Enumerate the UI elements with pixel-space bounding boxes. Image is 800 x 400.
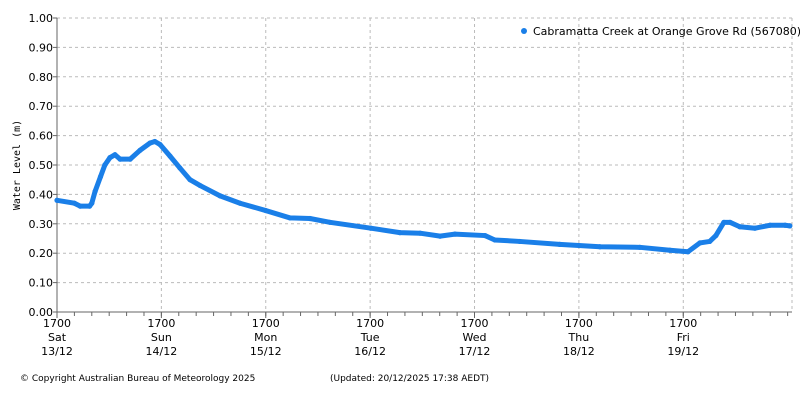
data-point [397,230,403,236]
y-tick-label: 0.60 [29,130,54,143]
y-tick-label: 0.30 [29,218,54,231]
data-point [137,147,143,153]
y-tick-label: 0.70 [29,100,54,113]
data-point [597,244,603,250]
data-point [492,237,498,243]
x-tick-label: 1700 [356,317,384,330]
copyright-text: © Copyright Australian Bureau of Meteoro… [20,374,256,384]
x-tick-date: 14/12 [146,345,178,358]
y-tick-label: 0.50 [29,159,54,172]
x-tick-date: 16/12 [354,345,386,358]
data-point [237,200,243,206]
series-line [54,138,793,255]
data-point [147,140,153,146]
data-point [727,219,733,225]
data-point [767,222,773,228]
data-point [157,141,163,148]
data-point [557,241,563,247]
x-tick-label: 1700 [43,317,71,330]
legend-label: Cabramatta Creek at Orange Grove Rd (567… [533,25,800,38]
x-tick-day: Fri [677,331,690,344]
data-point [287,215,293,221]
x-tick-day: Wed [463,331,487,344]
data-point [127,156,133,162]
data-point [102,162,108,168]
data-point [452,231,458,237]
y-tick-label: 0.20 [29,247,54,260]
data-point [737,224,743,230]
data-point [167,153,173,159]
y-tick-label: 0.00 [29,306,54,319]
y-tick-label: 1.00 [29,12,54,25]
data-point [787,223,793,229]
y-tick-label: 0.80 [29,71,54,84]
x-tick-date: 18/12 [563,345,595,358]
data-point [71,200,77,206]
data-point [517,238,523,245]
x-tick-day: Thu [568,331,590,344]
x-tick-date: 13/12 [41,345,73,358]
data-point [721,219,727,225]
data-point [713,232,719,239]
legend-marker [521,28,527,34]
data-point [667,247,673,253]
data-point [707,238,713,245]
x-tick-day: Mon [254,331,277,344]
data-point [437,233,443,239]
data-point [752,225,758,231]
data-point [637,244,643,250]
data-point [92,188,98,195]
data-point [482,232,488,239]
data-point [89,200,95,206]
data-point [117,156,123,162]
data-point [307,215,313,222]
x-tick-label: 1700 [461,317,489,330]
x-tick-label: 1700 [252,317,280,330]
x-tick-day: Sat [48,331,67,344]
data-point [782,222,788,228]
x-tick-label: 1700 [565,317,593,330]
y-tick-label: 0.40 [29,188,54,201]
data-point [97,174,104,180]
y-axis-label: Water Level (m) [12,120,23,210]
y-tick-label: 0.10 [29,277,54,290]
data-point [685,249,691,255]
data-point [197,182,203,189]
data-point [112,152,118,158]
x-tick-label: 1700 [147,317,175,330]
data-point [107,155,113,161]
data-point [54,197,60,203]
data-point [417,230,423,236]
y-tick-label: 0.90 [29,41,54,54]
data-point [697,240,703,246]
x-tick-label: 1700 [669,317,697,330]
x-tick-date: 19/12 [667,345,699,358]
data-point [217,193,223,199]
updated-text: (Updated: 20/12/2025 17:38 AEDT) [330,374,490,384]
data-point [327,219,333,225]
x-tick-date: 15/12 [250,345,282,358]
data-point [368,225,374,231]
data-point [263,207,269,214]
x-tick-day: Tue [360,331,380,344]
data-point [187,177,193,183]
x-tick-day: Sun [151,331,172,344]
x-tick-date: 17/12 [459,345,491,358]
data-point [152,138,158,145]
data-point [177,165,183,171]
data-point [77,203,83,209]
